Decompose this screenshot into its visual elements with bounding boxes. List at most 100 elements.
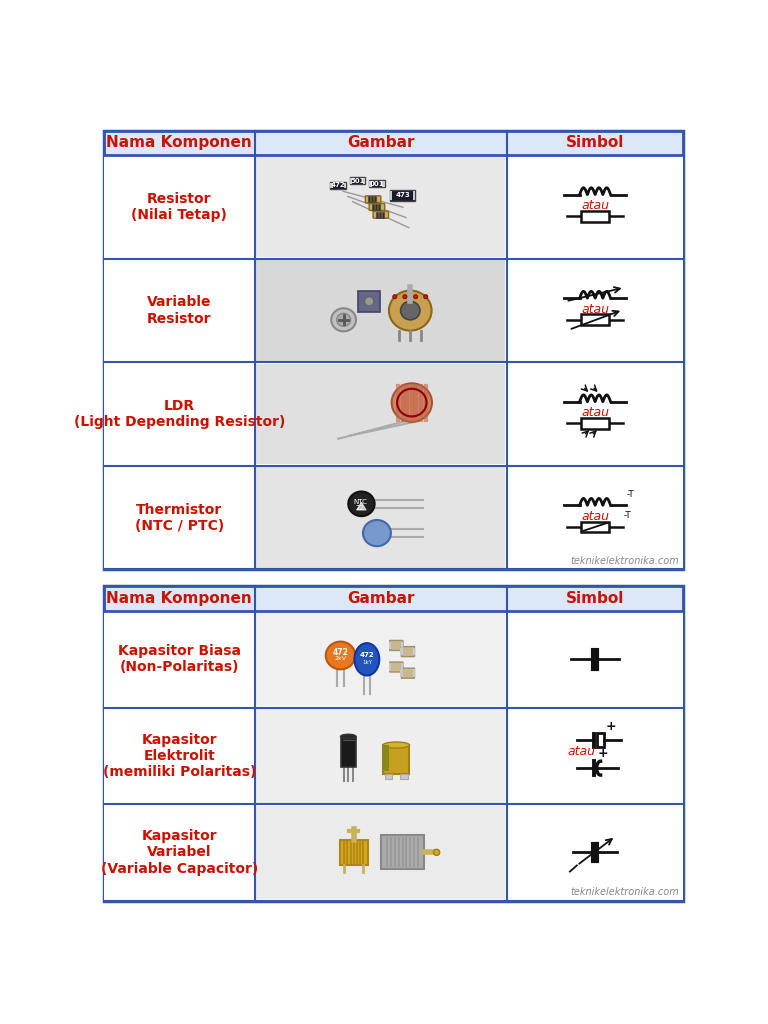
Ellipse shape xyxy=(424,295,428,299)
Bar xyxy=(369,180,385,187)
Ellipse shape xyxy=(401,301,420,319)
Ellipse shape xyxy=(365,297,374,306)
Bar xyxy=(389,664,391,671)
Bar xyxy=(581,521,609,532)
Bar xyxy=(330,182,333,188)
Bar xyxy=(400,670,402,677)
Bar xyxy=(257,612,505,706)
Bar xyxy=(369,181,372,186)
Text: 22: 22 xyxy=(356,505,364,511)
Text: LDR
(Light Depending Resistor): LDR (Light Depending Resistor) xyxy=(74,399,285,429)
FancyBboxPatch shape xyxy=(373,211,389,218)
Bar xyxy=(349,177,366,184)
Bar xyxy=(401,664,403,671)
Bar xyxy=(412,190,415,200)
Text: 472: 472 xyxy=(331,182,346,188)
Bar xyxy=(340,736,356,767)
Text: Resistor
(Nilai Tetap): Resistor (Nilai Tetap) xyxy=(131,191,227,222)
Ellipse shape xyxy=(336,313,350,327)
Bar xyxy=(330,182,346,188)
Polygon shape xyxy=(357,503,366,510)
Ellipse shape xyxy=(340,734,356,739)
Bar xyxy=(104,362,684,466)
Bar xyxy=(257,709,505,803)
FancyBboxPatch shape xyxy=(369,204,385,211)
Bar xyxy=(381,836,424,869)
Ellipse shape xyxy=(331,308,356,332)
FancyBboxPatch shape xyxy=(402,669,415,678)
Text: -T: -T xyxy=(627,490,634,500)
Text: atau: atau xyxy=(581,510,609,522)
Ellipse shape xyxy=(389,291,432,331)
Text: 472: 472 xyxy=(359,652,374,658)
Text: -T: -T xyxy=(624,511,631,520)
Ellipse shape xyxy=(383,742,409,749)
Ellipse shape xyxy=(392,295,397,299)
Ellipse shape xyxy=(414,295,418,299)
Ellipse shape xyxy=(433,849,440,855)
FancyBboxPatch shape xyxy=(402,646,415,656)
Text: 001: 001 xyxy=(369,181,384,187)
Bar xyxy=(339,840,368,864)
Ellipse shape xyxy=(363,520,391,546)
Text: atau: atau xyxy=(581,199,609,212)
Text: 1kY: 1kY xyxy=(362,659,372,665)
Text: NTC: NTC xyxy=(353,499,367,505)
Text: atau: atau xyxy=(581,302,609,315)
Bar xyxy=(104,156,684,259)
Bar xyxy=(104,611,684,708)
Bar xyxy=(581,418,609,429)
Ellipse shape xyxy=(392,383,432,422)
Text: Nama Komponen: Nama Komponen xyxy=(107,135,252,151)
Text: 2kV: 2kV xyxy=(335,656,346,662)
Bar xyxy=(382,181,385,186)
Text: Thermistor
(NTC / PTC): Thermistor (NTC / PTC) xyxy=(134,503,224,532)
Bar xyxy=(401,642,403,649)
Text: atau: atau xyxy=(581,407,609,419)
Text: Kapasitor Biasa
(Non-Polaritas): Kapasitor Biasa (Non-Polaritas) xyxy=(118,644,241,675)
Bar xyxy=(581,314,609,326)
FancyBboxPatch shape xyxy=(389,662,403,672)
Bar xyxy=(104,466,684,569)
Text: +: + xyxy=(598,748,608,761)
FancyBboxPatch shape xyxy=(366,196,381,203)
Bar xyxy=(104,131,684,569)
Bar xyxy=(257,157,505,257)
Bar xyxy=(359,291,380,312)
Ellipse shape xyxy=(355,643,379,676)
Bar xyxy=(257,806,505,899)
Bar xyxy=(400,648,402,655)
Bar xyxy=(104,587,684,900)
Bar xyxy=(363,178,366,183)
Bar xyxy=(389,642,391,649)
Bar xyxy=(581,211,609,221)
Text: Gambar: Gambar xyxy=(347,591,415,606)
Bar xyxy=(412,648,415,655)
Bar xyxy=(343,182,346,188)
Text: 501: 501 xyxy=(350,178,365,184)
Text: atau: atau xyxy=(567,745,595,759)
Text: teknikelektronika.com: teknikelektronika.com xyxy=(571,887,680,897)
Text: 473: 473 xyxy=(396,193,410,199)
Bar xyxy=(412,670,415,677)
Text: Kapasitor
Variabel
(Variable Capacitor): Kapasitor Variabel (Variable Capacitor) xyxy=(101,829,258,876)
Text: teknikelektronika.com: teknikelektronika.com xyxy=(571,556,680,565)
Bar xyxy=(383,745,389,771)
Text: Simbol: Simbol xyxy=(566,135,624,151)
Text: Nama Komponen: Nama Komponen xyxy=(107,591,252,606)
Bar xyxy=(257,467,505,568)
Bar xyxy=(400,773,408,779)
Bar xyxy=(257,260,505,360)
Bar xyxy=(349,178,353,183)
Bar xyxy=(104,804,684,900)
Ellipse shape xyxy=(403,295,407,299)
Bar xyxy=(104,131,684,156)
Bar xyxy=(104,587,684,611)
Bar xyxy=(104,708,684,804)
Text: Kapasitor
Elektrolit
(memiliki Polaritas): Kapasitor Elektrolit (memiliki Polaritas… xyxy=(103,732,256,779)
Bar xyxy=(385,773,392,779)
Bar xyxy=(390,190,392,200)
FancyBboxPatch shape xyxy=(389,640,403,650)
Ellipse shape xyxy=(348,492,375,516)
Text: Simbol: Simbol xyxy=(566,591,624,606)
